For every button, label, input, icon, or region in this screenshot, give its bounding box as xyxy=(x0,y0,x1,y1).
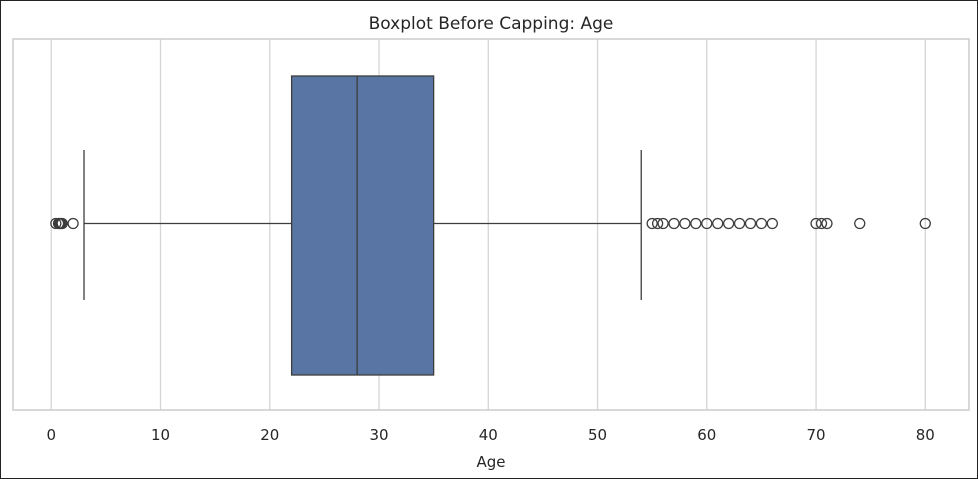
outlier-point-20 xyxy=(810,217,822,230)
x-tick-label-10: 10 xyxy=(151,426,170,444)
x-tick-label-30: 30 xyxy=(369,426,388,444)
x-tick-label-0: 0 xyxy=(46,426,56,444)
outlier-layer xyxy=(50,217,931,230)
outlier-point-10 xyxy=(668,217,680,230)
outlier-point-24 xyxy=(919,217,931,230)
outlier-point-8 xyxy=(651,217,664,230)
outlier-point-7 xyxy=(646,217,658,230)
outlier-point-19 xyxy=(766,217,778,230)
x-axis-label: Age xyxy=(476,453,505,471)
outlier-point-0 xyxy=(50,217,62,230)
outlier-point-22 xyxy=(821,217,833,230)
x-tick-labels: 0 10 20 30 40 50 60 70 80 xyxy=(46,426,934,444)
outlier-point-17 xyxy=(744,217,757,230)
box-layer xyxy=(83,75,642,376)
x-tick-label-80: 80 xyxy=(916,426,935,444)
outlier-point-14 xyxy=(712,217,724,230)
x-tick-label-60: 60 xyxy=(697,426,716,444)
iqr-box xyxy=(290,75,435,376)
outlier-point-15 xyxy=(722,217,735,230)
outlier-point-9 xyxy=(657,217,669,230)
outlier-point-6 xyxy=(67,217,79,230)
outlier-point-21 xyxy=(815,217,828,230)
x-tick-label-40: 40 xyxy=(479,426,498,444)
axes-frame xyxy=(12,38,970,411)
outlier-point-13 xyxy=(701,217,713,230)
outlier-point-5 xyxy=(56,217,68,230)
chart-title: Boxplot Before Capping: Age xyxy=(369,14,614,34)
x-tick-label-70: 70 xyxy=(806,426,825,444)
outlier-point-23 xyxy=(854,217,866,230)
grid-lines xyxy=(50,39,926,410)
x-tick-label-50: 50 xyxy=(588,426,607,444)
outlier-point-18 xyxy=(755,217,768,230)
x-tick-label-20: 20 xyxy=(260,426,279,444)
outlier-point-16 xyxy=(733,217,746,230)
outlier-point-12 xyxy=(690,217,702,230)
outlier-point-11 xyxy=(679,217,691,230)
